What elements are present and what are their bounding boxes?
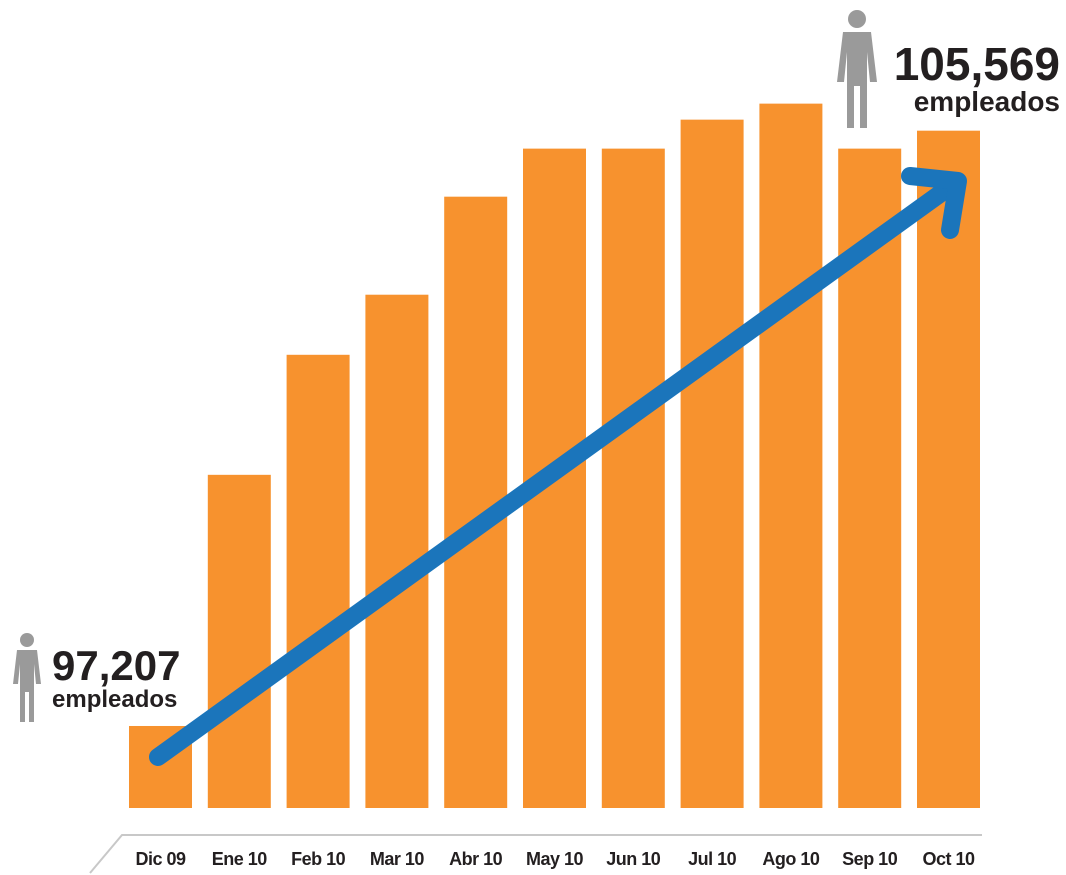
person-icon [13,633,41,722]
bar [601,148,665,808]
person-icon [837,10,877,128]
bar [286,354,350,808]
value-label: 105,569 [894,38,1060,90]
annotation: empleados [52,686,177,713]
x-tick-label: Oct 10 [922,849,975,869]
decoration [13,10,982,874]
bar [759,103,823,809]
bar [680,119,744,809]
x-tick-label: Jul 10 [688,849,737,869]
baseline [89,834,982,874]
annotation: empleados [914,86,1060,117]
x-tick-label: Feb 10 [291,849,346,869]
x-tick-label: Sep 10 [842,849,898,869]
x-tick-label: Dic 09 [135,849,186,869]
trend-arrow [149,167,967,766]
value-label: 97,207 [52,642,180,689]
bar [365,294,429,809]
x-tick-label: Ene 10 [212,849,268,869]
bar [207,474,271,808]
x-tick-label: Mar 10 [370,849,425,869]
x-tick-label: Abr 10 [449,849,503,869]
bar [917,130,980,808]
x-tick-label: May 10 [526,849,584,869]
x-tick-label: Jun 10 [606,849,661,869]
x-tick-label: Ago 10 [762,849,820,869]
